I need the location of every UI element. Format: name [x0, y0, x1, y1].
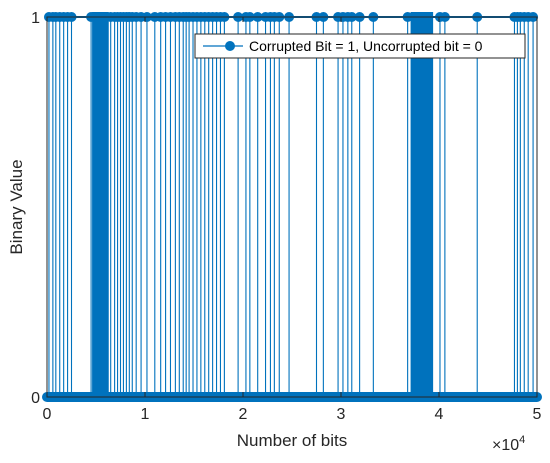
x-axis-exponent: ×104: [492, 434, 525, 454]
y-tick-label: 0: [31, 390, 40, 407]
x-axis-exponent-base: ×10: [492, 437, 519, 454]
x-axis-exponent-power: 4: [519, 434, 525, 446]
dense-stem-region: [410, 12, 434, 402]
legend-entry-label: Corrupted Bit = 1, Uncorrupted bit = 0: [249, 38, 483, 54]
plot-background: [47, 17, 537, 397]
x-tick-label: 5: [533, 406, 542, 423]
x-axis-label: Number of bits: [237, 431, 348, 450]
x-tick-label: 4: [435, 406, 444, 423]
axis-ticks: 0 1 2 3 4 5 0 1: [31, 10, 541, 423]
y-tick-label: 1: [31, 10, 40, 27]
legend-box: [194, 33, 526, 59]
plot-area-frame: [46, 16, 538, 398]
y-axis-label: Binary Value: [7, 159, 26, 254]
x-tick-label: 1: [141, 406, 150, 423]
x-tick-label: 3: [337, 406, 346, 423]
legend: Corrupted Bit = 1, Uncorrupted bit = 0: [194, 33, 526, 59]
dense-stem-region: [92, 12, 109, 402]
x-tick-label: 2: [239, 406, 248, 423]
legend-marker-sample: [225, 41, 235, 51]
x-tick-label: 0: [43, 406, 52, 423]
